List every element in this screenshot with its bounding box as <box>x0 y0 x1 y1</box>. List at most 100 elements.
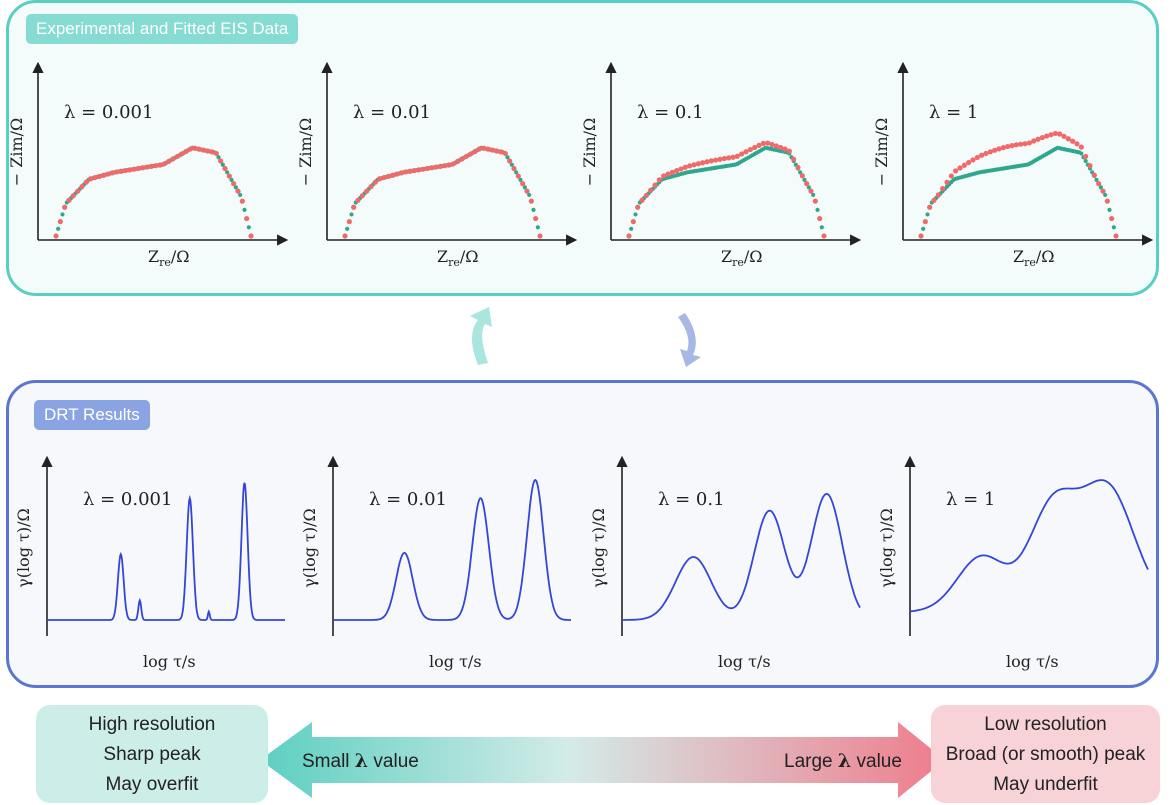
experimental-point <box>1009 142 1015 149</box>
fit-point <box>925 212 930 217</box>
drt-x-label: log τ/s <box>1006 652 1059 671</box>
experimental-point <box>153 163 159 169</box>
experimental-point <box>970 157 976 163</box>
fit-point <box>509 162 514 167</box>
experimental-point <box>1039 134 1045 141</box>
experimental-point <box>1113 233 1119 239</box>
experimental-point <box>101 172 107 178</box>
experimental-point <box>734 153 740 159</box>
experimental-point <box>515 173 521 179</box>
experimental-point <box>1070 138 1076 144</box>
experimental-point <box>1100 188 1106 194</box>
experimental-point <box>394 171 400 177</box>
experimental-point <box>935 192 941 198</box>
fit-point <box>802 177 807 182</box>
experimental-point <box>433 164 439 170</box>
experimental-point <box>231 181 237 187</box>
experimental-point <box>498 149 504 155</box>
experimental-point <box>179 151 185 157</box>
experimental-point <box>799 173 805 179</box>
experimental-point <box>791 156 797 162</box>
experimental-point <box>489 147 495 153</box>
experimental-point <box>235 188 241 194</box>
fit-point <box>921 226 926 231</box>
fit-point <box>216 155 221 160</box>
experimental-point <box>626 233 632 239</box>
experimental-point <box>528 198 534 204</box>
eis-lambda-label: λ = 1 <box>929 102 978 123</box>
fit-point <box>527 192 532 198</box>
experimental-point <box>511 165 517 172</box>
cycle-arrow-up-icon <box>470 307 492 365</box>
experimental-point <box>812 198 818 204</box>
experimental-point <box>209 149 215 155</box>
experimental-point <box>992 147 998 153</box>
experimental-point <box>468 151 474 157</box>
eis-lambda-label: λ = 0.1 <box>637 102 704 123</box>
experimental-point <box>239 198 245 204</box>
experimental-point <box>1087 163 1093 169</box>
experimental-point <box>804 181 810 187</box>
experimental-point <box>105 171 111 177</box>
experimental-point <box>118 168 124 174</box>
eis-lambda-label: λ = 0.001 <box>64 102 153 123</box>
experimental-point <box>795 164 801 171</box>
fit-point <box>629 226 634 231</box>
experimental-point <box>760 140 766 146</box>
experimental-point <box>1074 141 1080 147</box>
experimental-point <box>1022 141 1028 147</box>
fit-point <box>806 185 811 190</box>
drt-plot-3: λ = 0.1 γ(log τ)/Ω log τ/s <box>589 455 861 671</box>
experimental-point <box>364 188 370 194</box>
drt-curve <box>909 479 1149 613</box>
fit-point <box>1083 158 1088 164</box>
experimental-point <box>1109 215 1115 222</box>
experimental-point <box>248 233 254 239</box>
small-lambda-box: High resolution Sharp peak May overfit <box>36 705 268 803</box>
experimental-point <box>769 141 775 148</box>
experimental-point <box>700 160 706 166</box>
experimental-point <box>218 158 224 164</box>
fit-point <box>798 170 803 175</box>
experimental-point <box>476 146 482 152</box>
experimental-point <box>222 165 228 172</box>
eis-y-label: − Zim/Ω <box>872 118 891 187</box>
drt-plot-2: λ = 0.01 γ(log τ)/Ω log τ/s <box>300 455 571 671</box>
drt-curve <box>47 482 285 621</box>
experimental-point <box>1061 133 1067 139</box>
drt-lambda-label: λ = 1 <box>946 489 995 510</box>
drt-lambda-label: λ = 0.1 <box>658 489 725 510</box>
experimental-point <box>1104 198 1110 204</box>
experimental-point <box>821 233 827 239</box>
fit-point <box>246 225 251 230</box>
drt-curve <box>333 478 571 621</box>
experimental-point <box>57 219 63 225</box>
eis-x-label: Zre/Ω <box>1013 247 1055 269</box>
experimental-point <box>83 179 89 185</box>
fit-point <box>505 155 510 160</box>
experimental-point <box>494 148 500 154</box>
experimental-point <box>437 163 443 169</box>
experimental-point <box>730 154 736 160</box>
eis-y-label: − Zim/Ω <box>580 118 599 187</box>
experimental-point <box>200 147 206 153</box>
experimental-point <box>109 170 115 176</box>
experimental-point <box>79 184 85 190</box>
experimental-point <box>1035 136 1041 142</box>
experimental-point <box>196 146 202 152</box>
experimental-point <box>446 162 452 168</box>
eis-y-label: − Zim/Ω <box>7 118 26 187</box>
may-overfit-text: May overfit <box>105 774 199 795</box>
fit-point <box>1107 207 1112 212</box>
experimental-point <box>756 142 762 148</box>
experimental-point <box>157 162 163 168</box>
experimental-point <box>398 170 404 176</box>
experimental-point <box>355 197 361 203</box>
experimental-point <box>450 161 456 167</box>
experimental-point <box>429 165 435 171</box>
experimental-point <box>656 177 662 183</box>
experimental-point <box>183 148 189 155</box>
experimental-point <box>122 167 128 174</box>
experimental-point <box>1031 138 1037 144</box>
